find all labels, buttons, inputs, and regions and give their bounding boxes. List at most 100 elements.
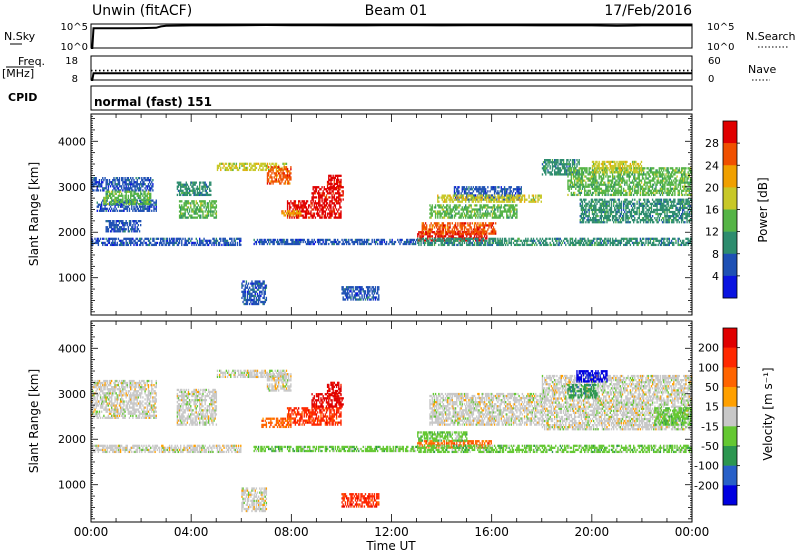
colorbar-swatch [723, 446, 737, 466]
noise-right-label: N.Search [746, 30, 796, 43]
scatter-region [541, 237, 693, 247]
power-colorbar-label: Power [dB] [756, 177, 770, 242]
colorbar-tick-label: 12 [705, 226, 719, 239]
scatter-region [341, 286, 380, 301]
y-tick-label: 2000 [58, 226, 86, 239]
colorbar-swatch [723, 426, 737, 447]
scatter-region [176, 388, 218, 426]
y-tick-label: 2000 [58, 433, 86, 446]
velocity-axis-ticks: 1000 2000 3000 4000 [58, 321, 693, 522]
time-tick-label: 00:00 [675, 525, 710, 539]
scatter-region [417, 444, 693, 454]
scatter-region [421, 222, 497, 235]
scatter-region [437, 194, 542, 203]
colorbar-tick-label: 4 [712, 270, 719, 283]
scatter-region [311, 393, 344, 408]
velocity-colorbar: 200 100 50 15 -15 -50 -100 -200 [694, 327, 740, 506]
time-tick-label: 20:00 [575, 525, 610, 539]
date-title: 17/Feb/2016 [604, 3, 692, 19]
frequency-right-tick-top: 60 [708, 56, 721, 67]
power-data [91, 159, 693, 306]
noise-left-tick-top: 10^5 [61, 22, 88, 33]
frequency-left-tick-bottom: 8 [72, 74, 78, 85]
cpid-label: CPID [8, 91, 37, 104]
colorbar-swatch [723, 253, 737, 277]
colorbar-tick-label: 50 [705, 381, 719, 394]
colorbar-tick-label: -100 [694, 460, 719, 473]
scatter-region [567, 167, 693, 197]
noise-left-label: N.Sky [4, 30, 36, 43]
velocity-colorbar-label: Velocity [m s⁻¹] [761, 367, 775, 460]
scatter-region [241, 487, 268, 513]
beam-title: Beam 01 [365, 3, 428, 19]
colorbar-swatch [723, 231, 737, 255]
frequency-left-tick-top: 18 [65, 56, 78, 67]
noise-panel-frame [90, 23, 693, 49]
colorbar-swatch [723, 485, 737, 506]
power-axis-ticks: 1000 2000 3000 4000 [58, 114, 693, 315]
colorbar-tick-label: 100 [698, 361, 719, 374]
time-tick-label: 12:00 [374, 525, 409, 539]
colorbar-tick-label: -15 [701, 420, 719, 433]
colorbar-swatch [723, 406, 737, 427]
y-tick-label: 4000 [58, 135, 86, 148]
colorbar-swatch [723, 387, 737, 407]
nave-right-label: Nave [748, 63, 776, 76]
colorbar-tick-label: 200 [698, 342, 719, 355]
y-tick-label: 3000 [58, 181, 86, 194]
scatter-region [541, 374, 693, 431]
time-tick-labels: 00:00 04:00 08:00 12:00 16:00 20:00 00:00 [74, 525, 710, 539]
colorbar-swatch [723, 347, 737, 368]
colorbar-tick-label: -50 [701, 440, 719, 453]
scatter-region [253, 445, 418, 453]
colorbar-tick-label: 28 [705, 137, 719, 150]
colorbar-swatch [723, 328, 737, 348]
scatter-region [253, 238, 418, 246]
scatter-region [266, 166, 292, 185]
scatter-region [91, 177, 154, 192]
colorbar-tick-label: -200 [694, 479, 719, 492]
scatter-region [261, 417, 292, 429]
scatter-region [429, 204, 518, 219]
velocity-panel: 1000 2000 3000 4000 Slant Range [km] 200 100… [27, 320, 775, 553]
scatter-region [341, 493, 380, 508]
scatter-region [326, 174, 342, 190]
time-tick-label: 00:00 [74, 525, 109, 539]
y-tick-label: 1000 [58, 479, 86, 492]
scatter-region [417, 237, 542, 247]
frequency-left-label: Freq. [18, 55, 45, 68]
scatter-region [178, 200, 218, 219]
noise-left-tick-bottom: 10^0 [61, 42, 88, 53]
scatter-region [579, 198, 693, 224]
colorbar-tick-label: 15 [705, 401, 719, 414]
colorbar-swatch [723, 121, 737, 144]
colorbar-swatch [723, 465, 737, 486]
scatter-region [176, 181, 212, 197]
frequency-series [91, 69, 692, 81]
colorbar-swatch [723, 165, 737, 188]
frequency-panel: Freq. [MHz] 18 8 60 0 Nave [2, 55, 776, 85]
scatter-region [91, 237, 242, 247]
cpid-panel: CPID normal (fast) 151 [8, 85, 693, 111]
colorbar-swatch [723, 367, 737, 388]
scatter-region [281, 210, 302, 217]
colorbar-swatch [723, 275, 737, 299]
noise-line [91, 23, 692, 49]
noise-right-tick-top: 10^5 [707, 22, 734, 33]
y-tick-label: 4000 [58, 342, 86, 355]
scatter-region [591, 160, 643, 174]
frequency-right-tick-bottom: 0 [708, 74, 714, 85]
velocity-y-axis-label: Slant Range [km] [27, 369, 41, 473]
colorbar-tick-label: 24 [705, 159, 719, 172]
power-y-axis-label: Slant Range [km] [27, 162, 41, 266]
scatter-region [91, 444, 242, 454]
station-title: Unwin (fitACF) [92, 3, 192, 19]
scatter-region [326, 381, 342, 397]
y-tick-label: 1000 [58, 272, 86, 285]
scatter-region [216, 369, 288, 379]
cpid-value: normal (fast) 151 [94, 95, 212, 109]
y-tick-label: 3000 [58, 388, 86, 401]
colorbar-tick-label: 20 [705, 181, 719, 194]
power-colorbar: 4 8 12 16 20 24 28 [705, 120, 740, 299]
